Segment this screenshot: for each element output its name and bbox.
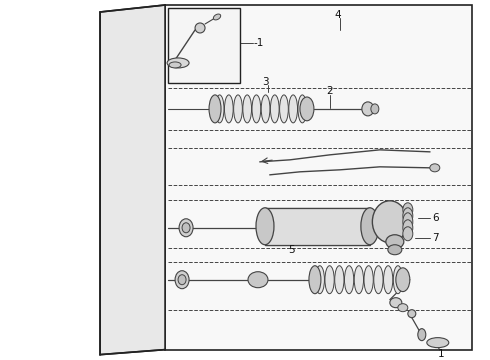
Ellipse shape xyxy=(393,266,403,294)
Ellipse shape xyxy=(403,213,413,231)
Ellipse shape xyxy=(403,203,413,217)
Ellipse shape xyxy=(335,266,344,294)
Ellipse shape xyxy=(354,266,364,294)
Text: 1: 1 xyxy=(438,348,444,359)
Text: 2: 2 xyxy=(326,86,333,96)
Ellipse shape xyxy=(364,266,373,294)
Ellipse shape xyxy=(175,271,189,289)
Ellipse shape xyxy=(280,95,288,123)
Ellipse shape xyxy=(362,102,374,116)
Ellipse shape xyxy=(209,95,221,123)
Ellipse shape xyxy=(388,245,402,255)
Ellipse shape xyxy=(418,329,426,341)
Ellipse shape xyxy=(384,266,393,294)
Text: 4: 4 xyxy=(335,10,342,20)
Ellipse shape xyxy=(403,227,413,241)
Ellipse shape xyxy=(261,95,270,123)
Ellipse shape xyxy=(403,208,413,224)
Ellipse shape xyxy=(361,208,379,245)
Bar xyxy=(165,5,472,350)
Ellipse shape xyxy=(430,164,440,172)
Ellipse shape xyxy=(374,266,383,294)
Ellipse shape xyxy=(300,97,314,121)
Bar xyxy=(168,8,240,83)
Ellipse shape xyxy=(289,95,297,123)
Ellipse shape xyxy=(215,95,224,123)
Ellipse shape xyxy=(408,310,416,318)
Ellipse shape xyxy=(427,338,449,348)
Ellipse shape xyxy=(224,95,233,123)
Ellipse shape xyxy=(234,95,243,123)
Ellipse shape xyxy=(386,235,404,249)
Ellipse shape xyxy=(252,95,261,123)
Ellipse shape xyxy=(248,272,268,288)
Ellipse shape xyxy=(195,23,205,33)
Text: 5: 5 xyxy=(288,245,294,255)
Text: 3: 3 xyxy=(262,77,269,87)
Ellipse shape xyxy=(315,266,324,294)
Ellipse shape xyxy=(396,268,410,292)
Ellipse shape xyxy=(309,266,321,294)
Ellipse shape xyxy=(298,95,307,123)
Ellipse shape xyxy=(390,298,402,308)
Text: 6: 6 xyxy=(432,213,439,223)
Ellipse shape xyxy=(270,95,279,123)
Ellipse shape xyxy=(371,104,379,114)
Text: 7: 7 xyxy=(432,233,439,243)
Ellipse shape xyxy=(325,266,334,294)
Ellipse shape xyxy=(398,304,408,312)
Ellipse shape xyxy=(403,220,413,236)
Text: -1: -1 xyxy=(254,38,265,48)
Ellipse shape xyxy=(178,275,186,285)
Polygon shape xyxy=(100,5,165,355)
Ellipse shape xyxy=(179,219,193,237)
Ellipse shape xyxy=(182,223,190,233)
Bar xyxy=(265,208,370,245)
Ellipse shape xyxy=(243,95,251,123)
Ellipse shape xyxy=(213,14,220,20)
Ellipse shape xyxy=(344,266,354,294)
Ellipse shape xyxy=(372,201,407,243)
Ellipse shape xyxy=(167,58,189,68)
Ellipse shape xyxy=(256,208,274,245)
Ellipse shape xyxy=(169,62,181,68)
